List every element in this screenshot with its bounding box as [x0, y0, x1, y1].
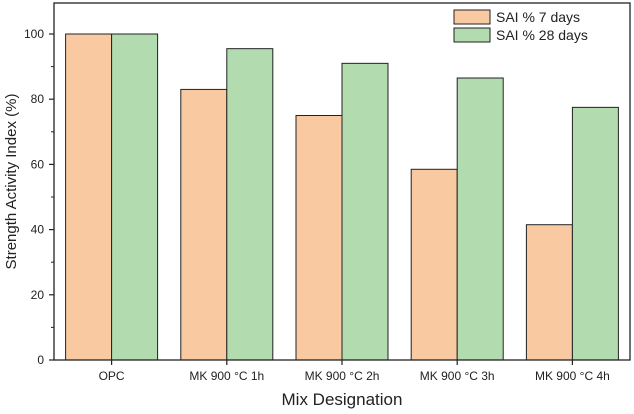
x-tick-label-2: MK 900 °C 1h [189, 369, 264, 383]
bar-7-days-2 [180, 88, 228, 361]
x-tick-label-1: OPC [99, 369, 125, 383]
legend-label-2: SAI % 28 days [496, 27, 588, 43]
x-tick-label-3: MK 900 °C 2h [305, 369, 380, 383]
legend-label-1: SAI % 7 days [496, 9, 580, 25]
y-axis-label: Strength Activity Index (%) [3, 94, 20, 270]
y-tick-label-100: 100 [24, 27, 44, 41]
legend-swatch-1 [453, 9, 491, 25]
bar-28-days-3 [341, 62, 389, 361]
x-tick-label-4: MK 900 °C 3h [420, 369, 495, 383]
y-tick-label-20: 20 [31, 288, 45, 302]
y-tick-label-40: 40 [31, 223, 45, 237]
x-tick-label-5: MK 900 °C 4h [535, 369, 610, 383]
bar-7-days-5 [525, 224, 573, 361]
legend-swatch-2 [453, 27, 491, 43]
plot-bars [65, 33, 619, 361]
y-axis: 0 20 40 60 80 100 [24, 27, 54, 367]
y-tick-label-0: 0 [37, 353, 44, 367]
bar-28-days-2 [226, 48, 274, 361]
legend: SAI % 7 days SAI % 28 days [453, 9, 588, 43]
y-tick-label-80: 80 [31, 92, 45, 106]
bar-7-days-4 [410, 168, 458, 361]
bar-7-days-1 [65, 33, 113, 361]
bar-7-days-3 [295, 115, 343, 361]
bar-28-days-1 [111, 33, 159, 361]
x-axis-label: Mix Designation [282, 390, 403, 409]
y-tick-label-60: 60 [31, 157, 45, 171]
bar-28-days-5 [571, 106, 619, 361]
x-axis: OPC MK 900 °C 1h MK 900 °C 2h MK 900 °C 3h M… [99, 360, 610, 383]
bar-28-days-4 [456, 77, 504, 361]
